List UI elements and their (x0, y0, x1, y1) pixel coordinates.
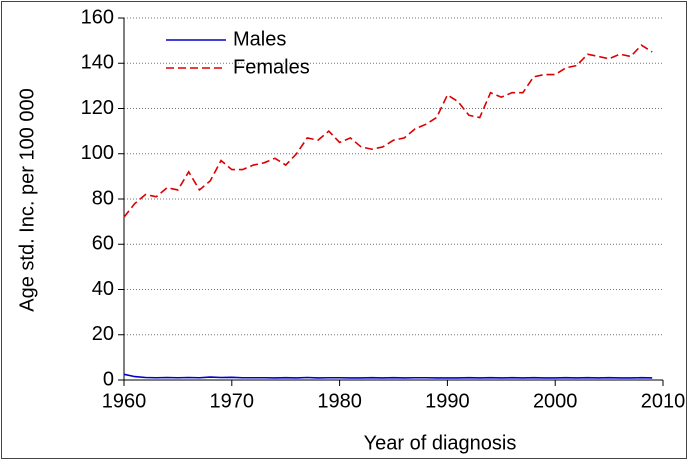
y-tick-label: 120 (81, 97, 114, 119)
x-tick-label: 2000 (533, 390, 578, 412)
x-tick-label: 1980 (317, 390, 362, 412)
legend-label: Females (233, 56, 310, 78)
y-tick-label: 160 (81, 6, 114, 28)
y-tick-label: 60 (92, 233, 114, 255)
legend-label: Males (233, 28, 286, 50)
y-tick-label: 80 (92, 187, 114, 209)
y-tick-label: 40 (92, 278, 114, 300)
y-tick-label: 20 (92, 323, 114, 345)
y-axis-label: Age std. Inc. per 100 000 (16, 88, 38, 312)
y-tick-label: 100 (81, 142, 114, 164)
x-axis-label: Year of diagnosis (364, 432, 517, 454)
x-tick-label: 1990 (425, 390, 470, 412)
x-tick-label: 1960 (102, 390, 147, 412)
series-line (123, 373, 653, 379)
y-tick-label: 0 (103, 368, 114, 390)
x-tick-label: 1970 (210, 390, 255, 412)
x-tick-label: 2010 (641, 390, 686, 412)
y-tick-label: 140 (81, 52, 114, 74)
series-line (123, 44, 653, 218)
